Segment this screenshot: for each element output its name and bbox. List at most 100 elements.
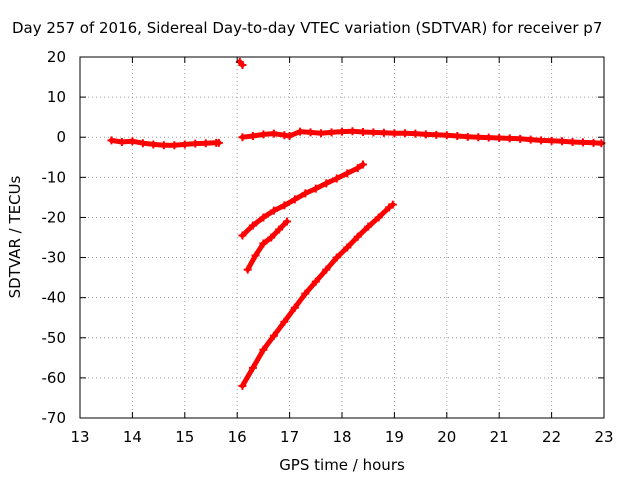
y-tick-label: -50	[42, 329, 67, 347]
x-tick-label: 19	[385, 428, 404, 446]
series-3	[238, 127, 606, 148]
y-tick-label: 0	[56, 128, 66, 146]
data-point	[442, 131, 451, 140]
data-point	[343, 169, 352, 178]
x-tick-label: 16	[228, 428, 247, 446]
data-point	[453, 132, 462, 141]
data-point	[138, 139, 147, 148]
data-point	[238, 133, 247, 142]
data-point	[267, 233, 276, 242]
data-point	[332, 174, 341, 183]
data-points	[107, 57, 606, 390]
data-point	[259, 130, 268, 139]
data-point	[238, 61, 247, 70]
x-tick-label: 21	[490, 428, 509, 446]
series-1	[107, 136, 223, 150]
x-tick-label: 18	[332, 428, 351, 446]
x-tick-label: 23	[594, 428, 613, 446]
data-point	[463, 132, 472, 141]
data-point	[505, 134, 514, 143]
data-point	[301, 189, 310, 198]
y-tick-label: -70	[42, 409, 67, 427]
data-point	[296, 127, 305, 136]
data-point	[400, 129, 409, 138]
data-point	[311, 277, 320, 286]
data-point	[358, 128, 367, 137]
data-point	[369, 128, 378, 137]
data-point	[306, 128, 315, 137]
data-point	[128, 137, 137, 146]
series-trace	[239, 162, 366, 238]
data-point	[180, 140, 189, 149]
data-point	[353, 164, 362, 173]
data-point	[311, 184, 320, 193]
data-point	[432, 130, 441, 139]
data-point	[411, 129, 420, 138]
x-tick-label: 15	[175, 428, 194, 446]
data-point	[495, 134, 504, 143]
y-tick-label: 10	[47, 88, 66, 106]
data-point	[282, 217, 291, 226]
y-tick-label: -40	[42, 289, 67, 307]
y-tick-label: 20	[47, 48, 66, 66]
x-axis: 13 14 15 16 17 18 19 20 21 22 23	[70, 57, 614, 446]
data-point	[290, 303, 299, 312]
data-point	[348, 127, 357, 136]
data-point	[159, 141, 168, 150]
data-point	[484, 133, 493, 142]
data-point	[248, 221, 257, 230]
data-point	[201, 139, 210, 148]
data-point	[107, 136, 116, 145]
data-point	[170, 141, 179, 150]
data-point	[117, 138, 126, 147]
grid	[80, 57, 604, 418]
y-tick-label: -60	[42, 369, 67, 387]
y-tick-label: -30	[42, 249, 67, 267]
data-point	[379, 128, 388, 137]
data-point	[285, 132, 294, 141]
data-point	[269, 206, 278, 215]
data-point	[269, 129, 278, 138]
x-tick-label: 13	[70, 428, 89, 446]
y-tick-label: -20	[42, 208, 67, 226]
data-point	[322, 179, 331, 188]
series-trace	[245, 219, 290, 273]
data-point	[251, 251, 260, 260]
data-point	[191, 139, 200, 148]
data-point	[322, 265, 331, 274]
data-point	[421, 130, 430, 139]
data-point	[269, 331, 278, 340]
x-axis-label: GPS time / hours	[279, 456, 405, 474]
chart-title: Day 257 of 2016, Sidereal Day-to-day VTE…	[12, 19, 602, 37]
data-point	[526, 135, 535, 144]
x-tick-label: 14	[123, 428, 142, 446]
data-point	[259, 345, 268, 354]
data-point	[301, 289, 310, 298]
data-point	[149, 140, 158, 149]
x-tick-label: 22	[542, 428, 561, 446]
data-point	[568, 138, 577, 147]
data-point	[547, 136, 556, 145]
data-point	[238, 381, 247, 390]
data-point	[290, 195, 299, 204]
data-point	[589, 138, 598, 147]
data-point	[364, 222, 373, 231]
data-point	[280, 201, 289, 210]
data-point	[338, 127, 346, 136]
x-tick-label: 20	[437, 428, 456, 446]
y-axis-label: SDTVAR / TECUs	[6, 175, 24, 298]
data-point	[280, 317, 289, 326]
series-4	[238, 160, 367, 240]
data-point	[327, 128, 336, 137]
data-point	[238, 231, 247, 240]
data-point	[579, 138, 588, 147]
data-point	[516, 134, 525, 143]
data-point	[214, 138, 223, 147]
data-point	[259, 239, 268, 248]
data-point	[248, 132, 257, 141]
data-point	[243, 265, 252, 274]
y-axis: 20 10 0 -10 -20 -30 -40 -50 -60 -70	[42, 48, 604, 427]
y-tick-label: -10	[42, 168, 67, 186]
series-trace	[239, 202, 396, 389]
series-5	[243, 217, 291, 274]
